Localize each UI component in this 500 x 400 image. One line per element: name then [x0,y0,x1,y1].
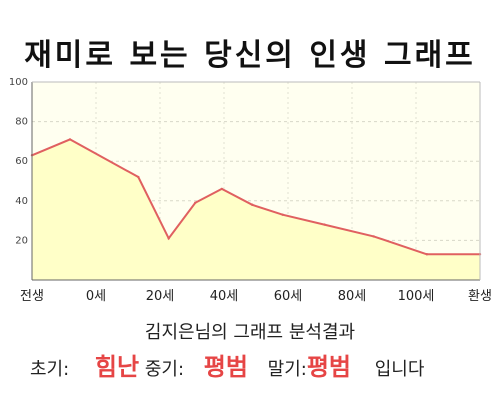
data-point [220,187,224,191]
x-tick-label: 60세 [274,289,303,304]
mid-label: 중기: [144,359,185,380]
data-point [372,235,375,238]
late-label: 말기: [267,359,307,380]
x-tick-label: 환생 [468,289,492,304]
x-tick-label: 20세 [146,289,175,304]
analysis-result: 초기: 힘난 중기: 평범 말기:평범 입니다 [30,347,490,382]
x-tick-label: 100세 [398,289,435,304]
analysis-subtitle: 김지은님의 그래프 분석결과 [144,322,356,343]
x-tick-label: 80세 [338,289,367,304]
chart-title: 재미로 보는 당신의 인생 그래프 [24,38,476,73]
early-value: 힘난 [94,353,140,381]
data-point [323,223,326,226]
data-point [251,203,254,206]
data-point [137,175,140,179]
result-suffix: 입니다 [374,359,425,380]
y-tick-label: 40 [15,196,28,207]
x-tick-label: 전생 [20,289,44,304]
data-point [194,201,197,204]
y-tick-label: 100 [9,77,28,88]
life-graph-chart: 20 40 60 80 100 전생 0세 20세 40세 60세 80세 100세 환생 [9,77,492,304]
late-value: 평범 [306,353,352,381]
y-tick-label: 60 [15,156,28,167]
y-tick-label: 20 [15,235,28,246]
data-point [281,213,284,216]
x-tick-label: 0세 [86,289,106,304]
series-line [31,138,480,256]
data-point [68,138,72,141]
y-tick-label: 80 [15,117,28,128]
early-label: 초기: [30,359,70,380]
data-point [425,253,429,256]
mid-value: 평범 [203,353,248,381]
data-point [167,237,170,240]
x-tick-label: 40세 [210,289,239,304]
area-fill [32,139,480,280]
